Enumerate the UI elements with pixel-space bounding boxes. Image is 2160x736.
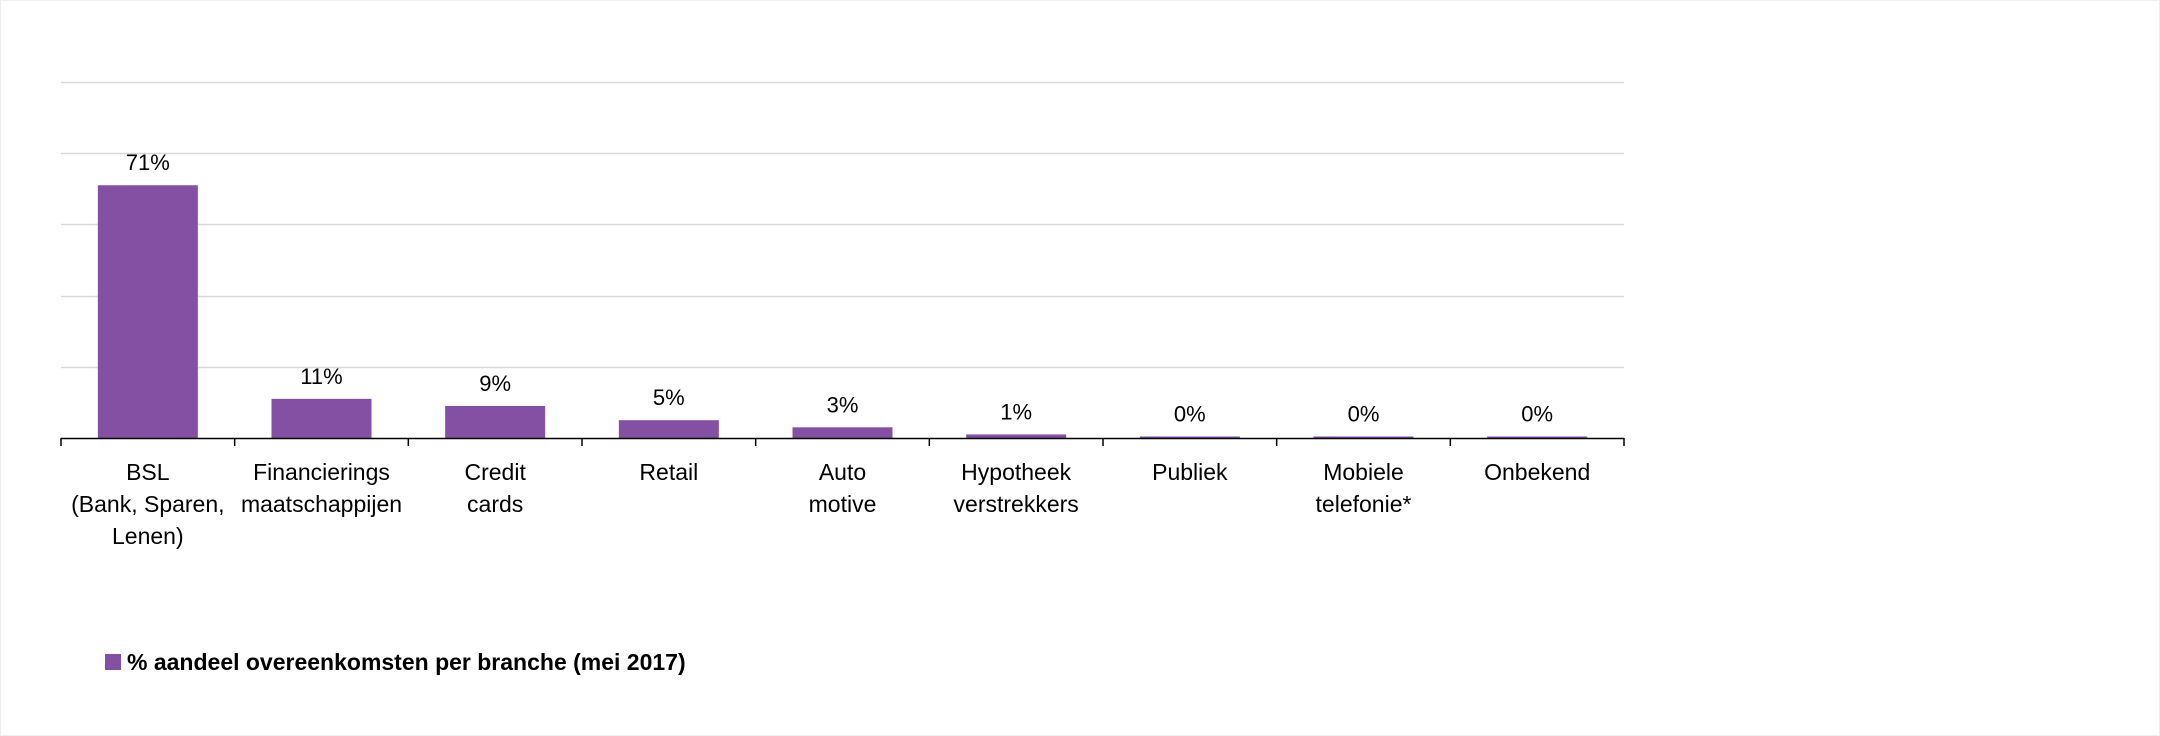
data-label: 0% (1521, 402, 1553, 427)
legend-label: % aandeel overeenkomsten per branche (me… (127, 649, 686, 675)
bar (445, 406, 545, 438)
data-label: 71% (126, 150, 170, 175)
legend-swatch (105, 654, 121, 670)
x-axis (61, 438, 1624, 446)
data-label: 9% (479, 371, 511, 396)
bar (793, 427, 893, 438)
data-label: 0% (1174, 402, 1206, 427)
x-tick-label: Credit cards (464, 459, 526, 517)
x-tick-label: Onbekend (1484, 459, 1590, 485)
x-tick-label: Mobiele telefonie* (1316, 459, 1412, 517)
legend: % aandeel overeenkomsten per branche (me… (105, 649, 686, 675)
data-label: 3% (827, 392, 859, 417)
data-label: 11% (300, 364, 342, 389)
x-tick-label: Hypotheek verstrekkers (954, 459, 1079, 517)
data-label: 0% (1348, 402, 1380, 427)
x-tick-label: Financierings maatschappijen (241, 459, 402, 517)
data-label: 1% (1000, 399, 1032, 424)
x-tick-label: Auto motive (809, 459, 877, 517)
bar (98, 185, 198, 438)
x-tick-labels: BSL (Bank, Sparen, Lenen) Financierings maat… (71, 459, 1590, 549)
data-labels: 71% 11% 9% 5% 3% 1% 0% 0% 0% (126, 150, 1553, 426)
x-tick-label: Publiek (1152, 459, 1228, 485)
data-label: 5% (653, 385, 685, 410)
bar (966, 434, 1066, 438)
x-tick-label: BSL (Bank, Sparen, Lenen) (71, 459, 224, 549)
bar (619, 420, 719, 438)
bar (272, 399, 372, 438)
x-tick-label: Retail (639, 459, 698, 485)
gridlines (61, 83, 1624, 368)
